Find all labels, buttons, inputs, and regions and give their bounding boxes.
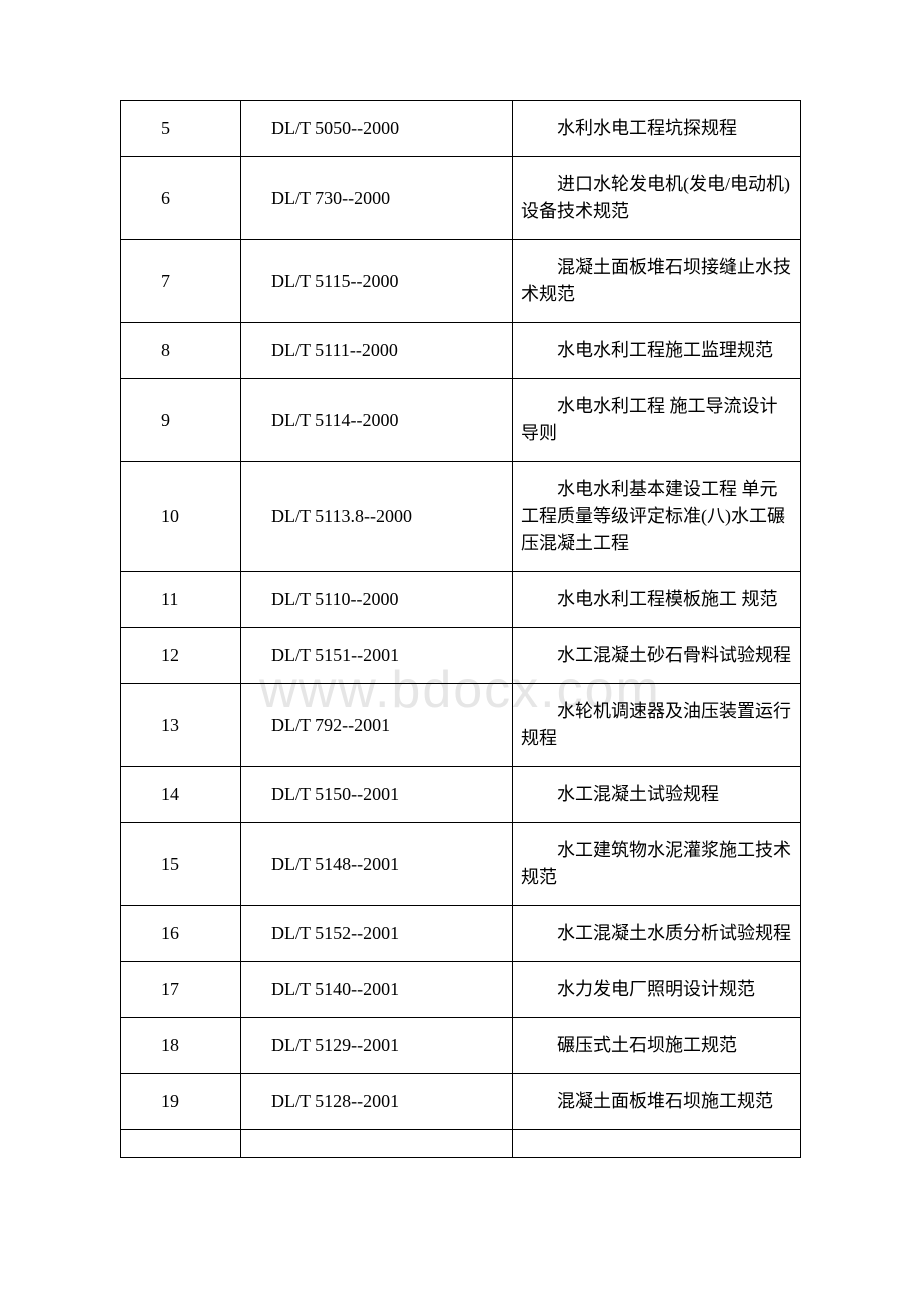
cell-empty: [513, 1130, 801, 1158]
cell-name: 碾压式土石坝施工规范: [513, 1018, 801, 1074]
cell-name: 混凝土面板堆石坝接缝止水技术规范: [513, 240, 801, 323]
cell-name: 水工混凝土砂石骨料试验规程: [513, 628, 801, 684]
standards-table: 5DL/T 5050--2000 水利水电工程坑探规程 6DL/T 730--200…: [120, 100, 801, 1158]
cell-name-text: 进口水轮发电机(发电/电动机)设备技术规范: [521, 171, 792, 225]
cell-num: 8: [121, 323, 241, 379]
cell-name-text: 水电水利工程施工监理规范: [521, 337, 773, 364]
table-row: 13DL/T 792--2001水轮机调速器及油压装置运行规程: [121, 684, 801, 767]
table-row: 14DL/T 5150--2001 水工混凝土试验规程: [121, 767, 801, 823]
table-body: 5DL/T 5050--2000 水利水电工程坑探规程 6DL/T 730--200…: [121, 101, 801, 1158]
cell-num: 14: [121, 767, 241, 823]
cell-name-text: 水电水利工程 施工导流设计导则: [521, 393, 792, 447]
cell-code: DL/T 5148--2001: [241, 823, 513, 906]
cell-num: 19: [121, 1074, 241, 1130]
cell-code: DL/T 5129--2001: [241, 1018, 513, 1074]
table-row: 10DL/T 5113.8--2000水电水利基本建设工程 单元工程质量等级评定…: [121, 462, 801, 572]
cell-name: 水力发电厂照明设计规范: [513, 962, 801, 1018]
cell-name-text: 水工建筑物水泥灌浆施工技术规范: [521, 837, 792, 891]
table-row: 7DL/T 5115--2000混凝土面板堆石坝接缝止水技术规范: [121, 240, 801, 323]
table-row: 8DL/T 5111--2000 水电水利工程施工监理规范: [121, 323, 801, 379]
cell-num: 11: [121, 572, 241, 628]
table-row: 18DL/T 5129--2001 碾压式土石坝施工规范: [121, 1018, 801, 1074]
cell-num: 7: [121, 240, 241, 323]
cell-code: DL/T 792--2001: [241, 684, 513, 767]
cell-num: 10: [121, 462, 241, 572]
table-row: 12DL/T 5151--2001 水工混凝土砂石骨料试验规程: [121, 628, 801, 684]
table-row: 16DL/T 5152--2001 水工混凝土水质分析试验规程: [121, 906, 801, 962]
cell-name-text: 水工混凝土砂石骨料试验规程: [521, 642, 791, 669]
cell-name: 混凝土面板堆石坝施工规范: [513, 1074, 801, 1130]
cell-name-text: 水利水电工程坑探规程: [521, 115, 737, 142]
cell-num: 6: [121, 157, 241, 240]
cell-num: 12: [121, 628, 241, 684]
cell-code: DL/T 5114--2000: [241, 379, 513, 462]
cell-code: DL/T 5151--2001: [241, 628, 513, 684]
cell-empty: [121, 1130, 241, 1158]
table-row: 9DL/T 5114--2000水电水利工程 施工导流设计导则: [121, 379, 801, 462]
cell-name-text: 水轮机调速器及油压装置运行规程: [521, 698, 792, 752]
cell-code: DL/T 5113.8--2000: [241, 462, 513, 572]
cell-name-text: 水电水利工程模板施工 规范: [521, 586, 778, 613]
table-row-empty: [121, 1130, 801, 1158]
table-row: 15DL/T 5148--2001水工建筑物水泥灌浆施工技术规范: [121, 823, 801, 906]
cell-name-text: 水工混凝土试验规程: [521, 781, 719, 808]
cell-empty: [241, 1130, 513, 1158]
cell-code: DL/T 5111--2000: [241, 323, 513, 379]
cell-name: 水利水电工程坑探规程: [513, 101, 801, 157]
cell-name: 水工混凝土试验规程: [513, 767, 801, 823]
cell-num: 5: [121, 101, 241, 157]
table-row: 11DL/T 5110--2000 水电水利工程模板施工 规范: [121, 572, 801, 628]
cell-num: 17: [121, 962, 241, 1018]
cell-name: 水电水利工程 施工导流设计导则: [513, 379, 801, 462]
cell-name: 水电水利基本建设工程 单元工程质量等级评定标准(八)水工碾压混凝土工程: [513, 462, 801, 572]
cell-name-text: 水电水利基本建设工程 单元工程质量等级评定标准(八)水工碾压混凝土工程: [521, 476, 792, 557]
cell-code: DL/T 5152--2001: [241, 906, 513, 962]
cell-code: DL/T 5128--2001: [241, 1074, 513, 1130]
cell-name: 水电水利工程施工监理规范: [513, 323, 801, 379]
cell-name-text: 混凝土面板堆石坝接缝止水技术规范: [521, 254, 792, 308]
cell-num: 13: [121, 684, 241, 767]
cell-name: 进口水轮发电机(发电/电动机)设备技术规范: [513, 157, 801, 240]
cell-name: 水工混凝土水质分析试验规程: [513, 906, 801, 962]
cell-code: DL/T 5115--2000: [241, 240, 513, 323]
cell-name: 水轮机调速器及油压装置运行规程: [513, 684, 801, 767]
cell-code: DL/T 5140--2001: [241, 962, 513, 1018]
cell-code: DL/T 5110--2000: [241, 572, 513, 628]
table-row: 17DL/T 5140--2001 水力发电厂照明设计规范: [121, 962, 801, 1018]
table-row: 19DL/T 5128--2001 混凝土面板堆石坝施工规范: [121, 1074, 801, 1130]
cell-num: 18: [121, 1018, 241, 1074]
cell-name: 水电水利工程模板施工 规范: [513, 572, 801, 628]
table-row: 6DL/T 730--2000进口水轮发电机(发电/电动机)设备技术规范: [121, 157, 801, 240]
table-row: 5DL/T 5050--2000 水利水电工程坑探规程: [121, 101, 801, 157]
cell-name-text: 混凝土面板堆石坝施工规范: [521, 1088, 773, 1115]
cell-name-text: 水力发电厂照明设计规范: [521, 976, 755, 1003]
cell-code: DL/T 5150--2001: [241, 767, 513, 823]
cell-code: DL/T 5050--2000: [241, 101, 513, 157]
cell-num: 15: [121, 823, 241, 906]
cell-name-text: 碾压式土石坝施工规范: [521, 1032, 737, 1059]
cell-code: DL/T 730--2000: [241, 157, 513, 240]
cell-num: 9: [121, 379, 241, 462]
cell-num: 16: [121, 906, 241, 962]
cell-name: 水工建筑物水泥灌浆施工技术规范: [513, 823, 801, 906]
cell-name-text: 水工混凝土水质分析试验规程: [521, 920, 791, 947]
